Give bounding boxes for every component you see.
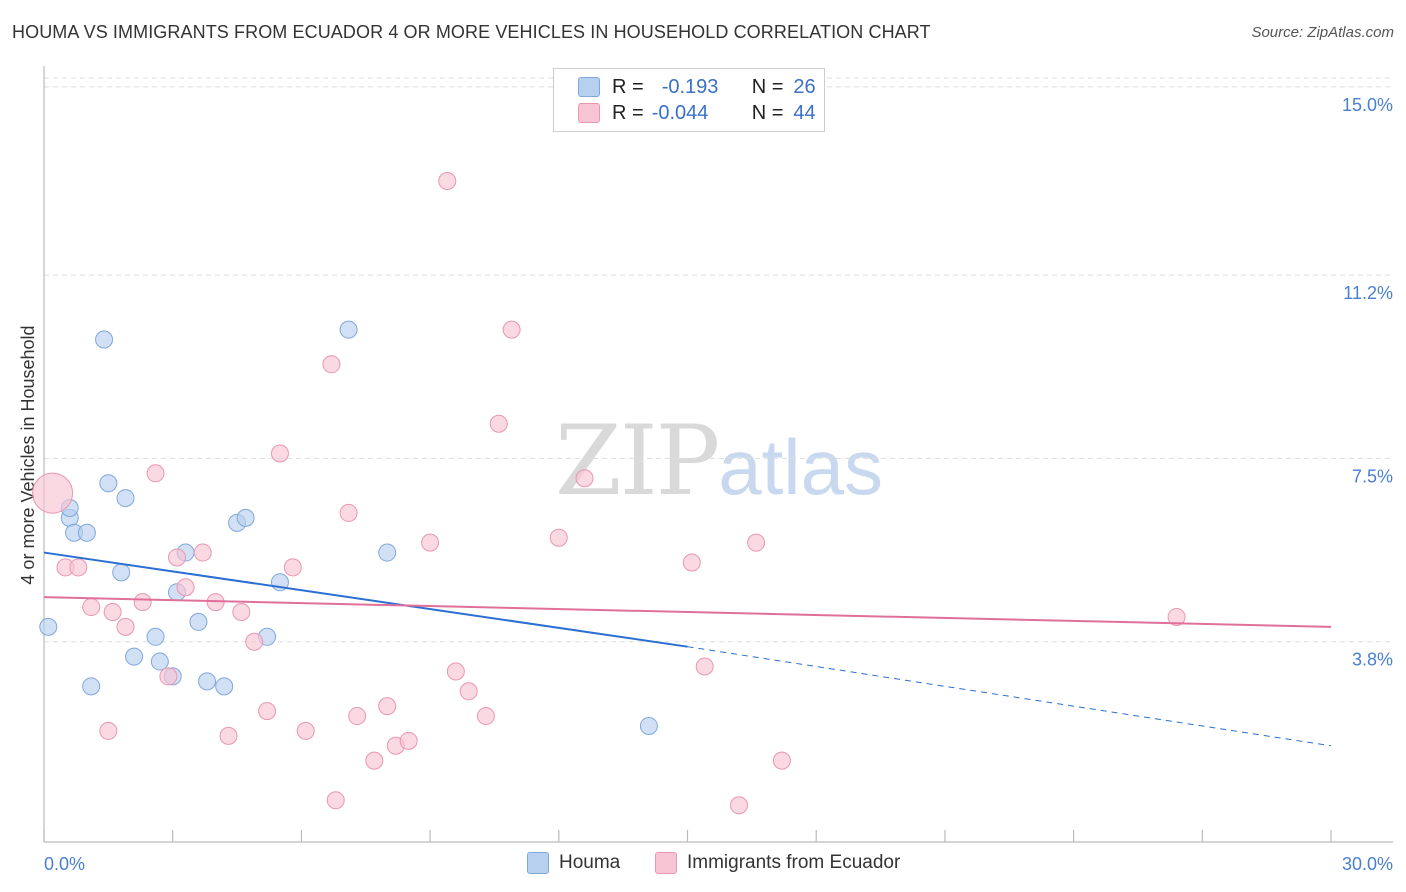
- ecuador-point: [193, 543, 212, 562]
- ecuador-legend-swatch: [655, 852, 677, 874]
- houma-trend-extension: [687, 646, 1332, 747]
- ecuador-point: [296, 721, 315, 740]
- houma-r-value: -0.193: [661, 75, 719, 98]
- ecuador-point: [99, 721, 118, 740]
- ecuador-point: [326, 791, 345, 810]
- y-tick-label: 11.2%: [1343, 283, 1393, 303]
- ecuador-point: [322, 355, 341, 374]
- ecuador-point: [459, 682, 478, 701]
- ecuador-r-label: R =: [612, 101, 644, 124]
- houma-r-label: R =: [612, 75, 644, 98]
- houma-point: [99, 474, 118, 493]
- ecuador-point: [270, 444, 289, 463]
- y-tick-label: 7.5%: [1352, 466, 1393, 486]
- houma-point: [125, 647, 144, 666]
- houma-point: [39, 617, 58, 636]
- ecuador-point: [399, 731, 418, 750]
- ecuador-point: [446, 662, 465, 681]
- houma-legend-swatch: [527, 852, 549, 874]
- houma-point: [112, 563, 131, 582]
- ecuador-point: [1167, 607, 1186, 626]
- legend-item-ecuador: Immigrants from Ecuador: [655, 852, 900, 874]
- ecuador-point: [348, 707, 367, 726]
- ecuador-swatch: [578, 103, 600, 123]
- ecuador-n-label: N =: [751, 101, 784, 124]
- houma-point: [116, 489, 135, 508]
- ecuador-point: [133, 593, 152, 612]
- y-axis-label: 4 or more Vehicles in Household: [18, 325, 38, 584]
- ecuador-point: [682, 553, 701, 572]
- houma-point: [215, 677, 234, 696]
- houma-point: [77, 523, 96, 542]
- houma-point: [339, 320, 358, 339]
- ecuador-point: [159, 667, 178, 686]
- ecuador-point: [69, 558, 88, 577]
- ecuador-point: [378, 697, 397, 716]
- series-legend: Houma Immigrants from Ecuador: [0, 852, 1406, 878]
- ecuador-point: [476, 707, 495, 726]
- y-tick-label: 3.8%: [1352, 650, 1393, 670]
- ecuador-n-value: 44: [793, 101, 816, 124]
- ecuador-point: [502, 320, 521, 339]
- ecuador-trend-line: [43, 596, 1332, 628]
- ecuador-point: [82, 598, 101, 617]
- ecuador-point: [32, 472, 74, 514]
- houma-trend-line: [43, 551, 688, 648]
- ecuador-point: [549, 528, 568, 547]
- houma-n-value: 26: [793, 75, 816, 98]
- ecuador-point: [729, 796, 748, 815]
- watermark-zip: ZIP: [555, 405, 720, 517]
- ecuador-point: [747, 533, 766, 552]
- ecuador-point: [283, 558, 302, 577]
- ecuador-point: [695, 657, 714, 676]
- ecuador-point: [365, 751, 384, 770]
- houma-point: [236, 508, 255, 527]
- watermark: ZIPatlas: [555, 405, 883, 517]
- ecuador-point: [421, 533, 440, 552]
- legend-item-houma: Houma: [527, 852, 620, 874]
- ecuador-point: [116, 617, 135, 636]
- houma-n-label: N =: [751, 75, 784, 98]
- houma-point: [150, 652, 169, 671]
- ecuador-point: [167, 548, 186, 567]
- ecuador-point: [219, 726, 238, 745]
- ecuador-r-value: -0.044: [651, 101, 709, 124]
- houma-point: [639, 716, 658, 735]
- houma-point: [95, 330, 114, 349]
- houma-point: [146, 627, 165, 646]
- houma-point: [378, 543, 397, 562]
- ecuador-point: [575, 469, 594, 488]
- houma-point: [82, 677, 101, 696]
- ecuador-point: [232, 603, 251, 622]
- houma-swatch: [578, 77, 600, 97]
- ecuador-point: [245, 632, 264, 651]
- x-tick-label: 30.0%: [1342, 854, 1393, 874]
- chart-title: HOUMA VS IMMIGRANTS FROM ECUADOR 4 OR MO…: [12, 22, 931, 42]
- source-label: Source: ZipAtlas.com: [1251, 24, 1394, 41]
- ecuador-point: [772, 751, 791, 770]
- watermark-atlas: atlas: [718, 423, 883, 511]
- ecuador-legend-label: Immigrants from Ecuador: [687, 852, 901, 873]
- x-tick-label: 0.0%: [44, 854, 85, 874]
- houma-point: [198, 672, 217, 691]
- legend-row-ecuador: R = -0.044 N = 44: [578, 101, 816, 125]
- legend-row-houma: R = -0.193 N = 26: [578, 75, 816, 99]
- houma-legend-label: Houma: [559, 852, 621, 873]
- ecuador-point: [146, 464, 165, 483]
- ecuador-point: [339, 503, 358, 522]
- ecuador-point: [103, 603, 122, 622]
- ecuador-point: [489, 414, 508, 433]
- ecuador-point: [438, 171, 457, 190]
- ecuador-point: [258, 702, 277, 721]
- y-tick-label: 15.0%: [1342, 95, 1393, 115]
- stats-legend: R = -0.193 N = 26 R = -0.044 N = 44: [553, 68, 825, 132]
- houma-point: [189, 612, 208, 631]
- ecuador-point: [176, 578, 195, 597]
